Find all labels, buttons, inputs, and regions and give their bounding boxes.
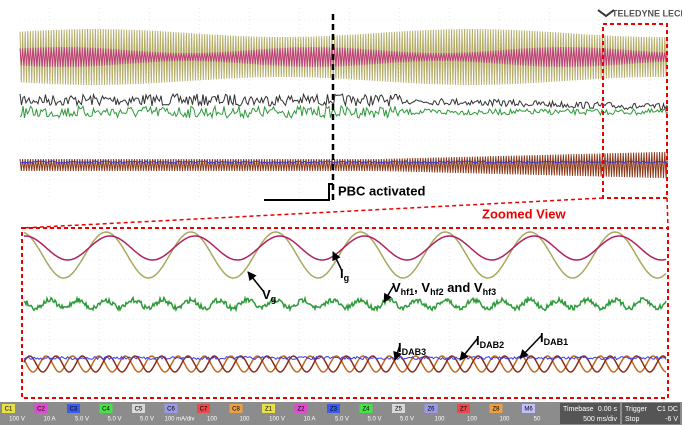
channel-scale: 100 [499,417,510,423]
brand: TELEDYNE LECROY [612,8,682,18]
label-text: , V [414,280,430,295]
subscript: DAB1 [544,337,569,347]
subscript: hf3 [483,287,497,297]
label-text: V [392,280,401,295]
channel-scale: 5.0 V [107,417,121,423]
channel-scale: 100 [434,417,445,423]
channel-name: Z2 [297,407,305,413]
channel-name: Z6 [427,407,435,413]
event-label: PBC activated [338,183,425,198]
channel-scale: 100 [207,417,218,423]
channel-scale: 100 [239,417,250,423]
zoom-title: Zoomed View [482,206,566,221]
channel-scale: 5.0 V [335,417,349,423]
channel-name: C1 [5,407,13,413]
subscript: hf1 [401,287,415,297]
channel-name: C4 [102,407,110,413]
channel-scale: 5.0 V [367,417,381,423]
subscript: DAB2 [480,340,505,350]
channel-name: Z8 [492,407,500,413]
trigger-source: C1 DC [657,406,678,413]
channel-scale: 100 V [9,417,25,423]
channel-name: C2 [37,407,45,413]
channel-name: C6 [167,407,175,413]
channel-name: M6 [524,407,533,413]
scope-screenshot: TELEDYNE LECROY PBC activated Zoomed Vie… [0,0,682,425]
channel-scale: 50 [534,417,541,423]
channel-name: Z4 [362,407,370,413]
label-text: V [262,287,271,302]
channel-scale: 100 V [269,417,285,423]
channel-name: C8 [232,407,240,413]
channel-scale: 10 A [43,417,55,423]
channel-name: Z3 [330,407,338,413]
status-bar: C1 100 V C2 10 A C3 5.0 V C4 5.0 V C5 5.0 V C6 100 … [0,402,682,425]
timebase-label: Timebase [563,406,594,413]
channel-scale: 5.0 V [140,417,154,423]
timebase-offset: 0.00 s [598,406,618,413]
channel-scale: 5.0 V [75,417,89,423]
channel-name: Z5 [395,407,403,413]
channel-name: C3 [70,407,78,413]
channel-scale: 10 A [303,417,315,423]
trigger-mode: Stop [625,416,640,423]
subscript: g [271,294,277,304]
channel-name: Z1 [265,407,273,413]
trigger-level: -6 V [665,416,678,423]
trigger-label: Trigger [625,406,648,413]
channel-scale: 100 mA/div [164,417,194,423]
channel-scale: 5.0 V [400,417,414,423]
channel-scale: 100 [467,417,478,423]
channel-name: Z7 [460,407,468,413]
channel-name: C7 [200,407,208,413]
timebase-scale: 500 ms/div [583,416,617,423]
channel-name: C5 [135,407,143,413]
subscript: DAB3 [402,347,427,357]
subscript: hf2 [430,287,444,297]
subscript: g [344,273,350,283]
label-text: and V [444,280,483,295]
zoom-connector [22,198,668,228]
